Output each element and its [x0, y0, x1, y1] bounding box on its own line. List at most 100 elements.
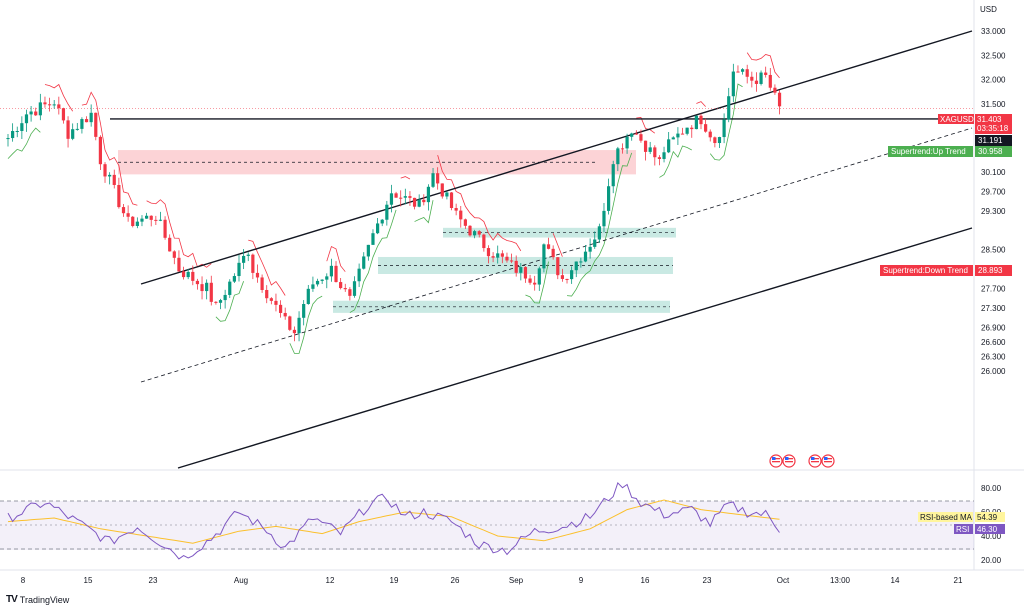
candle-body — [699, 115, 703, 125]
candle-body — [570, 270, 574, 280]
candle-body — [232, 276, 236, 282]
candle-body — [66, 120, 70, 139]
supertrend-up-line — [566, 152, 633, 297]
candle-body — [366, 244, 370, 257]
candle-body — [680, 133, 685, 135]
candle-body — [223, 294, 227, 301]
price-tick-label: 33.000 — [981, 27, 1006, 36]
candle-body — [459, 210, 463, 220]
candle-body — [209, 282, 213, 302]
candle-body — [385, 204, 389, 220]
candle-body — [449, 192, 454, 209]
supertrend-down-line — [696, 101, 706, 107]
symbol-price-badge[interactable]: XAGUSD 31.403 03:35:18 — [938, 114, 1012, 134]
supertrend-down-line — [81, 91, 138, 206]
candle-body — [205, 282, 209, 292]
rsi-ma-line — [7, 499, 780, 544]
candle-body — [389, 193, 394, 205]
rsi-ma-label: RSI-based MA — [920, 513, 973, 522]
candle-body — [343, 288, 347, 290]
supertrend-down-value: 28.893 — [978, 266, 1003, 275]
candle-body — [588, 246, 592, 252]
candle-body — [727, 96, 731, 120]
candle-body — [417, 199, 421, 207]
us-flag-event-icon[interactable] — [808, 454, 822, 468]
rsi-line — [7, 481, 780, 560]
candle-body — [528, 278, 532, 283]
time-tick-label: 13:00 — [830, 576, 851, 585]
support-zone — [378, 256, 673, 274]
candle-body — [84, 119, 89, 123]
candle-body — [426, 186, 431, 203]
candle-body — [15, 131, 19, 133]
candle-body — [145, 215, 149, 219]
candle-body — [57, 104, 61, 109]
rsi-tick-label: 20.00 — [981, 556, 1002, 565]
candle-body — [103, 164, 107, 177]
candle-body — [265, 289, 269, 299]
candle-body — [708, 131, 712, 138]
candle-body — [177, 257, 181, 272]
rsi-ma-value: 54.39 — [977, 513, 998, 522]
last-price-value: 31.403 — [977, 115, 1002, 124]
supertrend-down-line — [746, 52, 780, 79]
candle-body — [71, 129, 75, 139]
channel-mid-line — [140, 127, 973, 383]
candle-body — [713, 137, 717, 144]
supertrend-up-label: Supertrend:Up Trend — [891, 147, 966, 156]
candle-body — [357, 268, 361, 282]
candle-body — [625, 136, 629, 149]
candle-body — [24, 114, 29, 124]
supertrend-down-badge[interactable]: Supertrend:Down Trend 28.893 — [880, 265, 1012, 276]
candle-body — [565, 278, 569, 280]
candle-body — [505, 256, 509, 261]
candle-body — [20, 123, 24, 132]
candle-body — [329, 265, 333, 277]
time-tick-label: Oct — [777, 576, 790, 585]
price-tick-label: 32.000 — [981, 76, 1006, 85]
candle-body — [436, 173, 440, 184]
price-tick-label: 28.500 — [981, 246, 1006, 255]
candle-body — [473, 231, 477, 236]
level-price-badge[interactable]: 31.191 — [975, 135, 1012, 146]
supertrend-down-line — [437, 154, 522, 252]
tradingview-watermark[interactable]: TV TradingView — [6, 594, 69, 605]
us-flag-event-icon[interactable] — [821, 454, 835, 468]
supertrend-down-line — [326, 245, 346, 272]
main-pane[interactable] — [0, 0, 974, 470]
us-flag-event-icon[interactable] — [782, 454, 796, 468]
candle-body — [195, 280, 200, 285]
tradingview-logo: TV — [6, 594, 18, 605]
time-tick-label: 15 — [84, 576, 93, 585]
candle-body — [537, 268, 541, 285]
candle-body — [242, 255, 246, 263]
supertrend-up-badge[interactable]: Supertrend:Up Trend 30.958 — [888, 146, 1012, 157]
candle-body — [431, 173, 435, 187]
candle-body — [519, 267, 523, 273]
candle-body — [200, 284, 204, 292]
candle-body — [440, 183, 444, 197]
supertrend-layer — [7, 52, 780, 354]
candle-body — [237, 262, 241, 277]
candle-body — [334, 265, 338, 283]
candle-body — [750, 76, 754, 81]
candle-body — [523, 267, 528, 279]
price-tick-label: 26.600 — [981, 338, 1006, 347]
rsi-ma-badge[interactable]: RSI-based MA 54.39 — [918, 512, 1005, 522]
time-tick-label: Sep — [509, 576, 524, 585]
supertrend-up-line — [289, 295, 323, 354]
candle-body — [676, 133, 680, 138]
supertrend-down-line — [400, 176, 411, 180]
candle-body — [311, 284, 315, 289]
time-tick-label: 8 — [21, 576, 26, 585]
candle-body — [634, 133, 638, 135]
supertrend-up-line — [414, 200, 434, 224]
candle-body — [611, 164, 615, 187]
rsi-badge[interactable]: RSI 46.30 — [954, 524, 1005, 534]
supertrend-down-label: Supertrend:Down Trend — [883, 266, 968, 275]
candle-body — [352, 281, 357, 296]
candle-body — [325, 276, 329, 280]
candle-body — [551, 248, 555, 258]
us-flag-event-icon[interactable] — [769, 454, 783, 468]
